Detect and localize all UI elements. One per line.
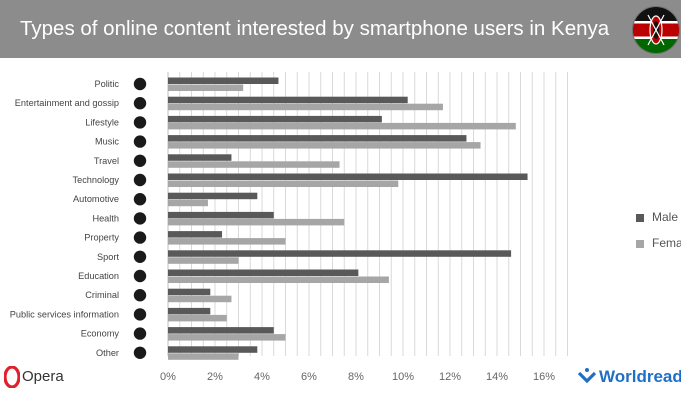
bar-male <box>168 231 223 238</box>
bar-chart: Politic Entertainment and gossip Lifestyle… <box>10 72 568 383</box>
kenya-flag-icon <box>632 6 680 54</box>
bar-male <box>168 288 211 296</box>
bar-female <box>168 161 340 168</box>
x-tick-label: 12% <box>439 371 461 383</box>
category-label: Economy <box>81 329 120 339</box>
bar-male <box>168 307 211 315</box>
x-tick-label: 6% <box>301 371 317 383</box>
car-icon <box>133 193 147 206</box>
handcuffs-icon <box>133 289 147 302</box>
x-tick-label: 14% <box>486 371 508 383</box>
x-tick-label: 2% <box>207 371 223 383</box>
bar-male <box>168 269 359 276</box>
bar-female <box>168 180 399 187</box>
graduation-cap-icon <box>133 269 147 283</box>
page-title: Types of online content interested by sm… <box>20 17 610 40</box>
bar-female <box>168 122 516 130</box>
runner-icon <box>133 250 147 263</box>
theater-icon <box>133 97 147 110</box>
bar-male <box>168 154 232 161</box>
bar-male <box>168 115 382 123</box>
heart-icon <box>133 212 147 225</box>
bar-female <box>168 103 443 111</box>
opera-label: Opera <box>22 368 64 385</box>
x-tick-label: 4% <box>254 371 270 383</box>
person-icon <box>133 77 147 91</box>
legend-item-female: Femal <box>636 236 681 250</box>
robot-icon <box>133 173 147 187</box>
bar-female <box>168 218 345 226</box>
bar-female <box>168 276 389 283</box>
bar-male <box>168 135 467 142</box>
category-label: Music <box>95 137 119 147</box>
piggy-bank-icon <box>133 327 147 340</box>
bar-female <box>168 353 239 360</box>
globe-icon <box>133 154 147 167</box>
bar-female <box>168 84 244 91</box>
bar-female <box>168 257 239 264</box>
legend-swatch-female <box>636 239 644 248</box>
bar-female <box>168 199 208 207</box>
x-tick-label: 8% <box>348 371 364 383</box>
legend-label-female: Femal <box>652 236 681 250</box>
bar-female <box>168 314 227 322</box>
worldreader-label: Worldread <box>599 367 681 386</box>
dots-icon <box>133 346 147 359</box>
category-label: Politic <box>94 79 119 89</box>
category-label: Technology <box>73 175 120 185</box>
opera-logo-icon <box>4 366 20 388</box>
bar-male <box>168 96 408 104</box>
worldreader-logo-icon <box>578 368 596 384</box>
bar-female <box>168 334 286 341</box>
category-label: Travel <box>94 156 119 166</box>
x-tick-label: 0% <box>160 371 176 383</box>
bar-female <box>168 238 286 245</box>
music-note-icon <box>133 135 147 148</box>
bar-male <box>168 192 258 200</box>
legend-label-male: Male <box>652 210 679 224</box>
government-building-icon <box>133 308 147 321</box>
bar-male <box>168 211 274 219</box>
bar-male <box>168 346 258 353</box>
header-bar: Types of online content interested by sm… <box>0 0 681 58</box>
x-tick-label: 10% <box>392 371 414 383</box>
bar-female <box>168 295 232 303</box>
bar-male <box>168 77 279 84</box>
category-label: Health <box>92 213 119 223</box>
legend-item-male: Male <box>636 210 678 224</box>
category-label: Education <box>78 271 119 281</box>
category-label: Automotive <box>73 194 119 204</box>
category-label: Sport <box>97 252 119 262</box>
sparkle-icon <box>133 116 147 129</box>
bar-female <box>168 142 481 149</box>
category-label: Criminal <box>85 290 119 300</box>
category-label: Property <box>84 233 119 243</box>
category-label: Other <box>96 348 119 358</box>
category-label: Public services information <box>10 309 119 319</box>
legend-swatch-male <box>636 213 644 222</box>
bar-male <box>168 250 512 257</box>
bar-male <box>168 173 528 180</box>
category-label: Entertainment and gossip <box>15 98 119 108</box>
house-icon <box>133 231 147 244</box>
category-label: Lifestyle <box>85 117 119 127</box>
x-tick-label: 16% <box>533 371 555 383</box>
bar-male <box>168 327 274 334</box>
